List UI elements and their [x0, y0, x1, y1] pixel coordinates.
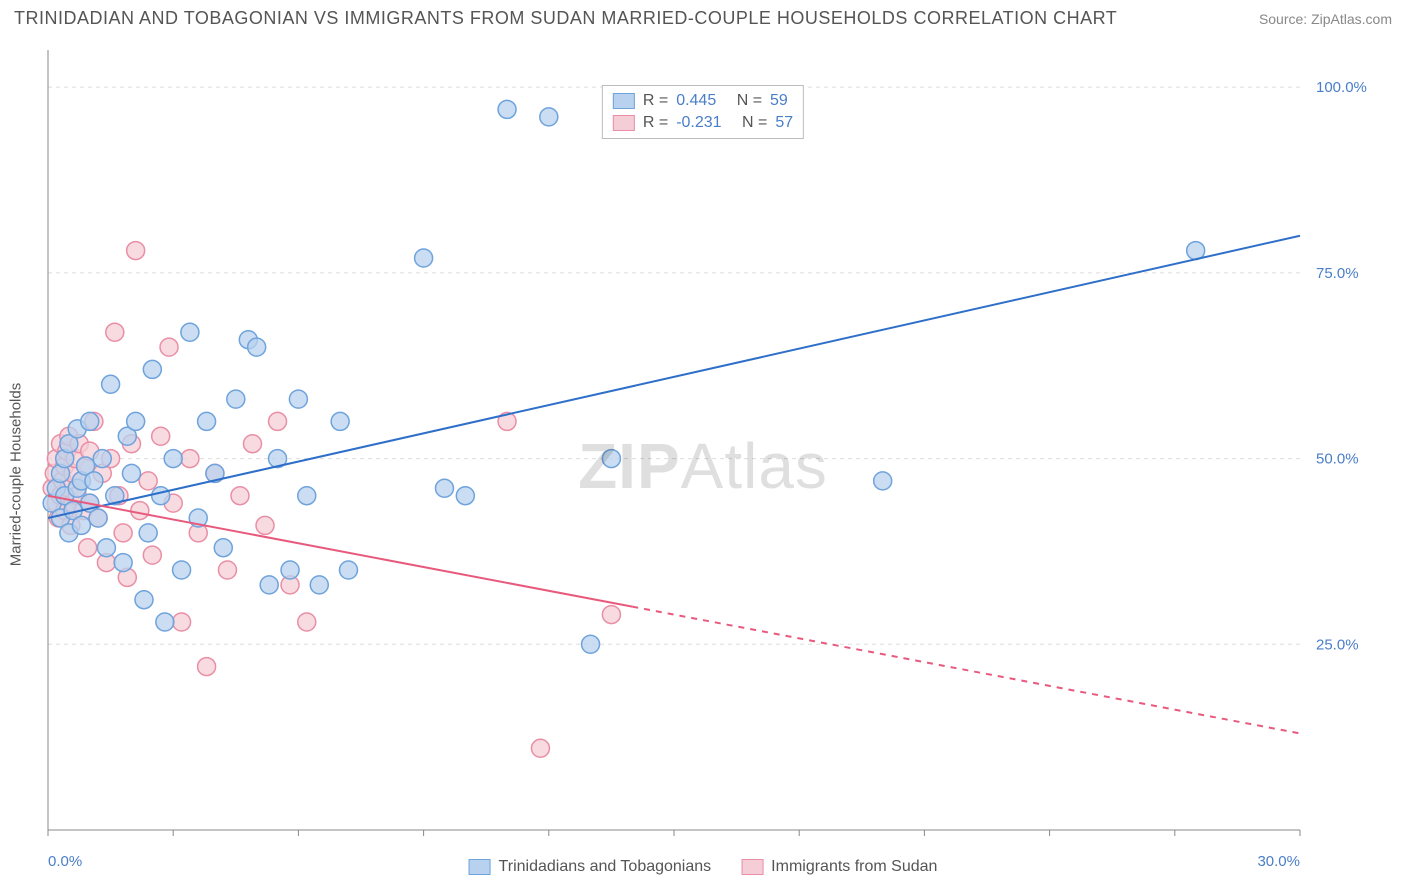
legend-row-sudan: R = -0.231 N = 57 [613, 112, 793, 134]
correlation-legend: R = 0.445 N = 59 R = -0.231 N = 57 [602, 85, 804, 139]
svg-text:75.0%: 75.0% [1316, 265, 1359, 282]
swatch-trinidad [613, 93, 635, 109]
svg-text:25.0%: 25.0% [1316, 636, 1359, 653]
chart-source: Source: ZipAtlas.com [1259, 11, 1392, 27]
svg-text:30.0%: 30.0% [1257, 853, 1300, 870]
svg-text:0.0%: 0.0% [48, 853, 82, 870]
swatch-trinidad-bottom [469, 859, 491, 875]
scatter-plot: 25.0% 50.0% 75.0% 100.0% 0.0% 30.0% [0, 40, 1406, 892]
swatch-sudan-bottom [741, 859, 763, 875]
swatch-sudan [613, 115, 635, 131]
svg-text:100.0%: 100.0% [1316, 79, 1367, 96]
svg-text:50.0%: 50.0% [1316, 451, 1359, 468]
series-legend: Trinidadians and Tobagonians Immigrants … [469, 858, 938, 876]
legend-item-sudan: Immigrants from Sudan [741, 858, 937, 876]
legend-item-trinidad: Trinidadians and Tobagonians [469, 858, 712, 876]
legend-row-trinidad: R = 0.445 N = 59 [613, 90, 793, 112]
chart-title: TRINIDADIAN AND TOBAGONIAN VS IMMIGRANTS… [14, 8, 1117, 29]
